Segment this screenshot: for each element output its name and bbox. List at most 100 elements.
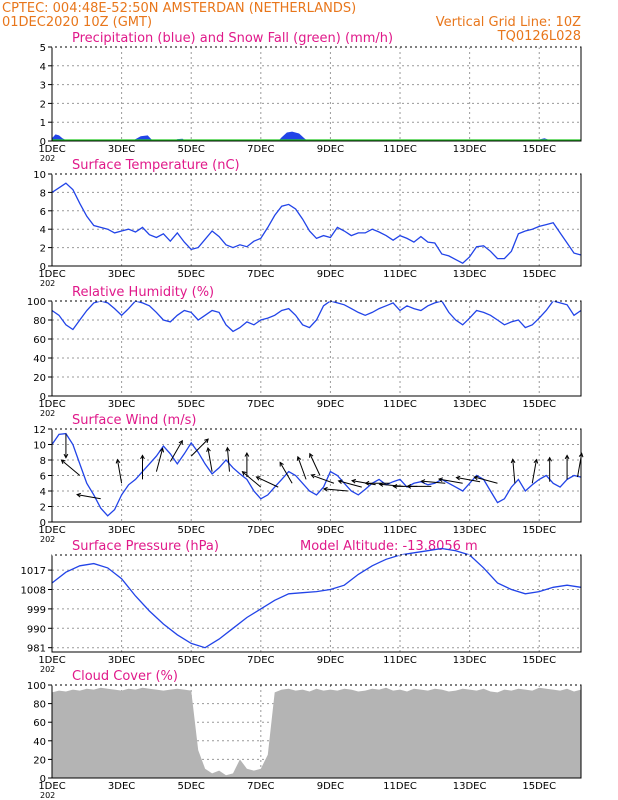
panels: Precipitation (blue) and Snow Fall (gree… <box>21 31 584 800</box>
y-tick-label: 3 <box>40 81 46 92</box>
wind-arrow-head <box>378 482 384 487</box>
panel-title: Surface Temperature (nC) <box>72 158 240 173</box>
wind-arrow <box>116 459 123 484</box>
y-tick-label: 40 <box>33 354 46 365</box>
wind-arrow-head <box>322 486 328 492</box>
x-tick-label: 13DEC <box>453 525 487 536</box>
y-tick-label: 20 <box>33 755 46 766</box>
wind-arrow-head <box>473 475 479 481</box>
y-tick-label: 0 <box>40 774 46 785</box>
wind-arrow <box>256 476 279 488</box>
wind-arrow <box>207 447 213 472</box>
x-tick-label: 1DEC <box>38 655 65 666</box>
wind-arrow <box>242 471 262 488</box>
wind-arrow-head <box>63 453 69 459</box>
panel-title: Cloud Cover (%) <box>72 669 178 684</box>
x-tick-label: 7DEC <box>247 781 274 792</box>
y-tick-label: 4 <box>40 487 46 498</box>
wind-arrow <box>438 478 463 484</box>
y-tick-label: 0 <box>40 392 46 403</box>
x-tick-label: 13DEC <box>453 655 487 666</box>
x-tick-label: 15DEC <box>522 144 556 155</box>
y-tick-label: 2 <box>40 99 46 110</box>
x-tick-label: 5DEC <box>178 269 205 280</box>
wind-arrow <box>309 453 321 476</box>
x-tick-label: 5DEC <box>178 655 205 666</box>
y-tick-label: 100 <box>27 681 46 692</box>
panel-wind: Surface Wind (m/s) 1DEC 3DEC 5DEC 7DEC 9DEC 11… <box>33 413 584 544</box>
y-tick-label: 0 <box>40 518 46 529</box>
x-tick-label: 3DEC <box>108 781 135 792</box>
panel-frame <box>51 684 582 779</box>
x-tick-label: 3DEC <box>108 525 135 536</box>
x-tick-label: 1DEC <box>38 781 65 792</box>
wind-arrow <box>456 477 481 483</box>
x-tick-label: 1DEC <box>38 399 65 410</box>
x-tick-label: 15DEC <box>522 399 556 410</box>
wind-arrow <box>226 447 230 472</box>
y-tick-label: 100 <box>27 297 46 308</box>
wind-arrow-head <box>279 461 284 467</box>
x-tick-label: 7DEC <box>247 269 274 280</box>
x-tick-label: 3DEC <box>108 399 135 410</box>
y-tick-label: 5 <box>40 43 46 54</box>
wind-arrow-head <box>244 452 250 457</box>
y-tick-label: 6 <box>40 472 46 483</box>
x-tick-label: 9DEC <box>317 781 344 792</box>
panel-frame <box>51 554 582 653</box>
wind-arrow-head <box>255 476 261 481</box>
wind-arrow <box>512 459 516 484</box>
y-tick-label: 2 <box>40 503 46 514</box>
y-tick-label: 990 <box>27 624 46 635</box>
wind-arrow <box>311 474 335 484</box>
x-tick-label: 11DEC <box>383 269 417 280</box>
y-tick-label: 40 <box>33 737 46 748</box>
x-tick-label: 11DEC <box>383 399 417 410</box>
header-run-time: 01DEC2020 10Z (GMT) <box>2 15 152 30</box>
panel-humidity: Relative Humidity (%) 1DEC 3DEC 5DEC 7DEC 9DE… <box>27 285 582 418</box>
y-tick-label: 1 <box>40 118 46 129</box>
wind-arrow-head <box>309 452 314 458</box>
wind-arrow-head <box>438 477 443 482</box>
wind-arrow <box>61 459 81 476</box>
y-tick-label: 1008 <box>21 585 46 596</box>
panel-cloud: Cloud Cover (%) 1DEC 3DEC 5DEC 7DEC 9DEC 11DEC… <box>27 669 582 800</box>
panel-title: Surface Pressure (hPa) <box>72 539 219 554</box>
wind-arrow <box>77 494 101 500</box>
y-tick-label: 80 <box>33 316 46 327</box>
wind-arrow-head <box>115 458 121 464</box>
x-tick-label: 9DEC <box>317 144 344 155</box>
wind-arrow-head <box>60 459 66 464</box>
x-tick-label: 7DEC <box>247 655 274 666</box>
y-tick-label: 60 <box>33 718 46 729</box>
wind-arrow-head <box>533 458 539 464</box>
wind-arrow <box>531 459 537 484</box>
x-tick-label: 11DEC <box>383 781 417 792</box>
x-tick-label: 5DEC <box>178 525 205 536</box>
year-stub-label: 202 <box>40 665 55 674</box>
wind-arrow <box>169 440 183 462</box>
x-tick-label: 15DEC <box>522 655 556 666</box>
wind-arrow <box>297 456 307 480</box>
wind-line <box>51 432 582 517</box>
wind-arrow-head <box>241 471 247 476</box>
wind-arrow-head <box>406 483 412 489</box>
x-tick-label: 9DEC <box>317 525 344 536</box>
x-tick-label: 3DEC <box>108 269 135 280</box>
y-tick-label: 10 <box>33 441 46 452</box>
wind-arrow <box>421 480 446 484</box>
x-tick-label: 13DEC <box>453 399 487 410</box>
panel-frame <box>51 46 582 142</box>
header: CPTEC: 004:48E-52:50N AMSTERDAN (NETHERL… <box>2 1 581 44</box>
panel-title: Surface Wind (m/s) <box>72 413 196 428</box>
wind-arrow-head <box>547 456 553 462</box>
header-model-id: TQ0126L028 <box>497 29 581 44</box>
wind-arrow-head <box>337 479 343 485</box>
panel-frame <box>51 428 582 523</box>
panel-title: Precipitation (blue) and Snow Fall (gree… <box>72 31 393 46</box>
wind-arrow-head <box>510 458 516 464</box>
wind-arrow-head <box>455 475 461 481</box>
panel-precip: Precipitation (blue) and Snow Fall (gree… <box>38 31 582 163</box>
x-tick-label: 7DEC <box>247 525 274 536</box>
